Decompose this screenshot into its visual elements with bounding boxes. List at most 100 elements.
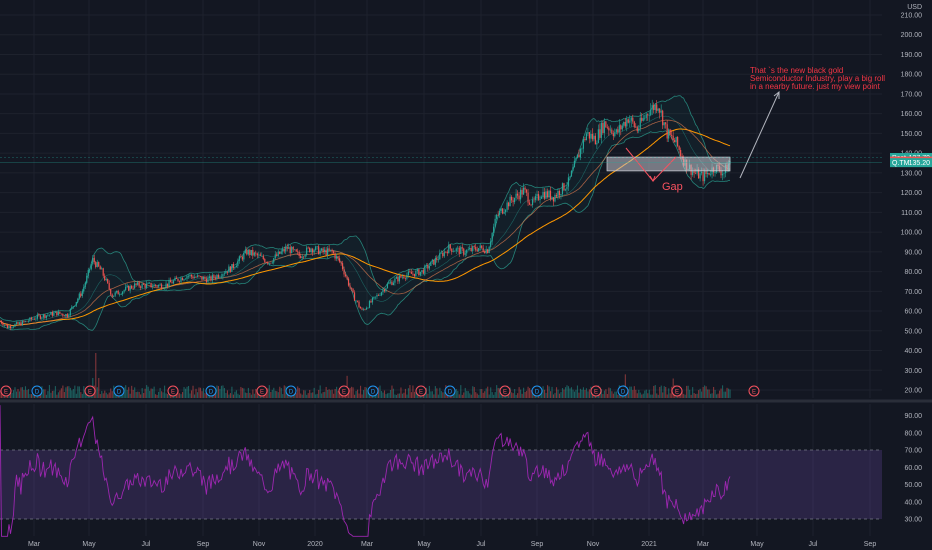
dividend-marker[interactable]: D <box>113 385 125 397</box>
candle-body <box>231 264 233 272</box>
volume-bar <box>455 388 457 398</box>
price-tick-label: 160.00 <box>901 111 923 118</box>
candle-body <box>223 273 225 275</box>
candle-body <box>708 172 710 175</box>
volume-bar <box>394 394 396 398</box>
candle-body <box>166 283 169 287</box>
volume-bar <box>324 391 326 398</box>
earnings-marker[interactable]: E <box>338 385 350 397</box>
upcoming-earnings-marker[interactable]: E <box>748 385 760 397</box>
price-tick-label: 50.00 <box>904 328 922 335</box>
candle-body <box>699 173 701 179</box>
candle-body <box>368 301 371 308</box>
volume-bar <box>104 390 106 398</box>
volume-bar <box>83 386 85 398</box>
volume-bar <box>95 353 97 398</box>
candle-body <box>714 172 716 173</box>
rsi-axis[interactable]: 30.00 40.00 50.00 60.00 70.00 80.00 90.00 <box>904 413 922 524</box>
earnings-circle <box>84 385 96 397</box>
candle-body <box>430 261 432 266</box>
volume-bar <box>687 385 689 398</box>
volume-bar <box>424 393 426 398</box>
volume-bar <box>156 394 158 398</box>
candle-body <box>0 320 1 322</box>
earnings-marker[interactable]: E <box>256 385 268 397</box>
candle-body <box>624 121 626 127</box>
volume-bar <box>711 393 713 398</box>
time-tick-label: May <box>417 541 431 548</box>
dividend-label: D <box>371 390 376 396</box>
dividend-marker[interactable]: D <box>367 385 379 397</box>
volume-bar <box>101 390 103 398</box>
price-tick-label: 180.00 <box>901 72 923 79</box>
candle-body <box>487 249 489 254</box>
candle-body <box>341 263 344 270</box>
volume-bar <box>60 388 62 398</box>
volume-bar <box>321 393 323 398</box>
earnings-marker[interactable]: E <box>590 385 602 397</box>
candle-body <box>409 271 411 273</box>
candle-body <box>470 248 472 251</box>
volume-bar <box>283 385 285 398</box>
earnings-marker[interactable]: E <box>499 385 511 397</box>
earnings-marker[interactable]: E <box>84 385 96 397</box>
candle-body <box>15 322 18 325</box>
volume-bar <box>662 392 664 398</box>
candle-body <box>181 277 184 281</box>
dividend-marker[interactable]: D <box>531 385 543 397</box>
volume-bar <box>243 388 245 398</box>
candle-body <box>404 278 406 279</box>
time-axis[interactable]: Mar May Jul Sep Nov 2020 Mar May Jul Sep Nov 2021 Ma… <box>28 541 876 548</box>
volume-bar <box>476 393 478 398</box>
candle-body <box>383 289 386 292</box>
bollinger-fill <box>0 95 730 331</box>
candle-body <box>352 288 354 293</box>
candle-body <box>400 275 402 278</box>
volume-bar <box>189 393 191 398</box>
candle-body <box>668 129 670 139</box>
earnings-circle <box>256 385 268 397</box>
candle-body <box>509 196 511 207</box>
volume-bar <box>412 385 414 398</box>
dividend-marker[interactable]: D <box>31 385 43 397</box>
volume-bar <box>458 394 460 398</box>
candle-body <box>78 293 80 299</box>
candle-body <box>101 268 103 270</box>
volume-bar <box>226 390 228 398</box>
volume-bar <box>313 387 315 398</box>
dividend-marker[interactable]: D <box>205 385 217 397</box>
volume-bar <box>180 394 182 398</box>
candle-body <box>398 275 401 282</box>
dividend-marker[interactable]: D <box>617 385 629 397</box>
volume-bar <box>443 392 445 398</box>
candle-body <box>635 126 637 128</box>
volume-bar <box>23 390 25 398</box>
earnings-marker[interactable]: E <box>671 385 683 397</box>
volume-bar <box>126 389 128 398</box>
volume-bar <box>692 387 694 398</box>
volume-bar <box>193 394 196 398</box>
earnings-marker[interactable]: E <box>0 385 12 397</box>
volume-bar <box>659 386 661 398</box>
volume-bar <box>632 390 634 398</box>
candle-body <box>494 218 496 227</box>
candles <box>0 99 731 331</box>
dividend-marker[interactable]: D <box>444 385 456 397</box>
candle-body <box>65 314 67 317</box>
volume-bar <box>315 394 317 398</box>
volume-bar <box>12 390 15 398</box>
candle-body <box>380 292 383 296</box>
earnings-marker[interactable]: E <box>415 385 427 397</box>
candle-body <box>581 148 583 150</box>
candle-body <box>226 271 228 273</box>
earnings-marker[interactable]: E <box>167 385 179 397</box>
candle-body <box>424 265 426 274</box>
dividend-marker[interactable]: D <box>285 385 297 397</box>
volume-bar <box>331 389 333 398</box>
volume-bar <box>669 393 671 398</box>
candle-body <box>549 190 552 200</box>
candle-body <box>53 312 55 316</box>
candle-body <box>618 125 620 133</box>
volume-bar <box>214 391 217 398</box>
volume-bar <box>348 391 350 398</box>
